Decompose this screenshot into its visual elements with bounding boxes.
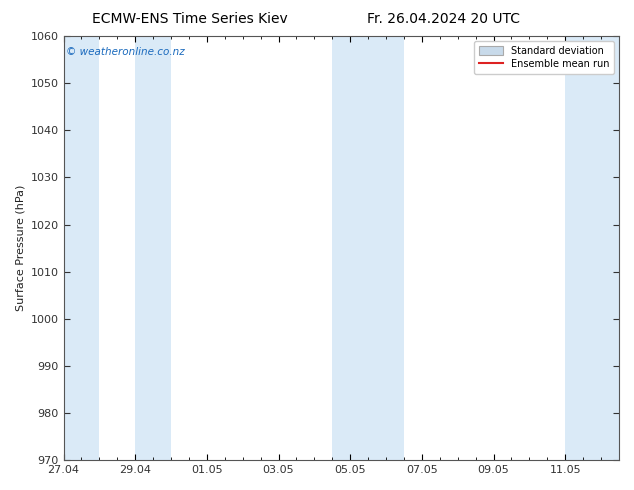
Text: ECMW-ENS Time Series Kiev: ECMW-ENS Time Series Kiev (93, 12, 288, 26)
Text: © weatheronline.co.nz: © weatheronline.co.nz (67, 47, 185, 57)
Bar (332, 36, 404, 460)
Y-axis label: Surface Pressure (hPa): Surface Pressure (hPa) (15, 185, 25, 311)
Bar (135, 36, 171, 460)
Legend: Standard deviation, Ensemble mean run: Standard deviation, Ensemble mean run (474, 41, 614, 74)
Bar (566, 36, 619, 460)
Bar (63, 36, 100, 460)
Text: Fr. 26.04.2024 20 UTC: Fr. 26.04.2024 20 UTC (367, 12, 521, 26)
